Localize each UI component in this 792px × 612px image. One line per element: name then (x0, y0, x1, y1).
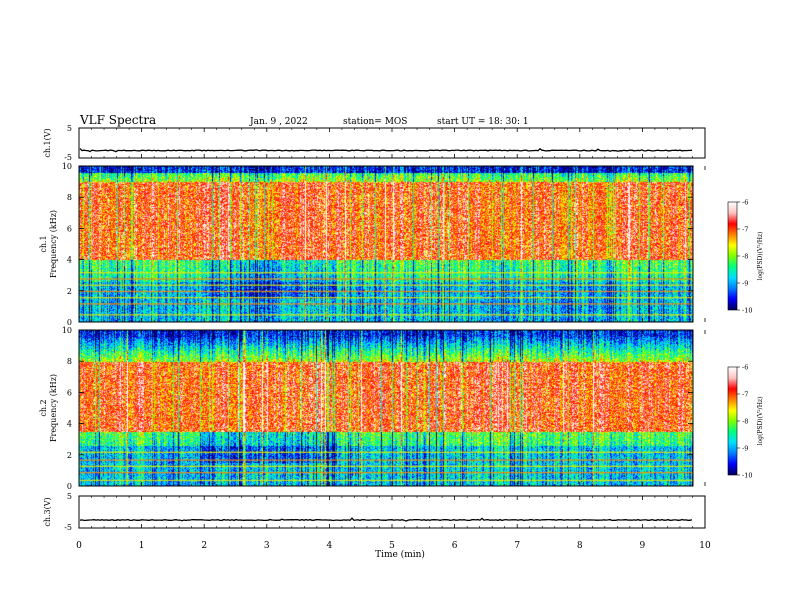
x-tick-label: 0 (76, 541, 82, 551)
ch2-spectrogram-image (79, 330, 693, 486)
x-axis-label: Time (min) (375, 549, 425, 560)
ch1-colorbar-label: log(PSD)(V²/Hz) (757, 232, 764, 281)
ch1-spectrogram-frame (78, 165, 694, 323)
ch3-ytick-top: 5 (67, 492, 72, 501)
ch2-colorbar-ticks: -6 -7 -8 -9 -10 (737, 364, 752, 480)
colorbar-tick-label: -8 (742, 253, 748, 261)
colorbar-tick-label: -9 (742, 445, 748, 453)
ch3-waveform-ylabel: ch.3(V) (43, 497, 52, 526)
y-tick-label: 10 (62, 326, 72, 335)
y-tick-label: 4 (67, 420, 72, 429)
ch1-colorbar-ticks: -6 -7 -8 -9 -10 (737, 199, 752, 315)
ch2-spectrogram-ylabel-1: ch.2 (39, 399, 48, 416)
colorbar-tick-label: -9 (742, 280, 748, 288)
colorbar-tick-label: -6 (742, 199, 748, 207)
ch2-ytick-group: 0 2 4 6 8 10 (62, 326, 693, 491)
x-tick-label: 7 (514, 541, 520, 551)
y-tick-label: 4 (67, 256, 72, 265)
ch2-spectrogram-frame (78, 329, 694, 487)
colorbar-tick-label: -6 (742, 364, 748, 372)
y-tick-label: 6 (67, 388, 72, 397)
ch1-waveform-panel: 5 -5 ch.1(V) (43, 124, 706, 162)
ch1-spectrogram-ylabel-1: ch.1 (39, 235, 48, 252)
x-tick-label: 1 (139, 541, 145, 551)
ch1-ytick-bottom: -5 (64, 153, 72, 162)
x-tick-label: 10 (699, 541, 711, 551)
ch1-waveform-line (79, 147, 693, 153)
y-tick-label: 8 (67, 193, 72, 202)
y-tick-label: 0 (67, 318, 72, 327)
header-date: Jan. 9 , 2022 (249, 117, 308, 127)
y-tick-label: 6 (67, 224, 72, 233)
colorbar-tick-label: -7 (742, 391, 748, 399)
chart-title: VLF Spectra (79, 113, 156, 127)
y-tick-label: 8 (67, 357, 72, 366)
y-tick-label: 0 (67, 482, 72, 491)
x-tick-label: 8 (577, 541, 583, 551)
x-axis: 0 1 2 3 4 5 6 7 8 9 10 (76, 128, 711, 551)
colorbar-tick-label: -8 (742, 418, 748, 426)
colorbar-tick-label: -10 (742, 307, 752, 315)
y-tick-label: 10 (62, 162, 72, 171)
header-station: station= MOS (343, 117, 407, 127)
ch2-spectrogram-panel: 0 2 4 6 8 10 ch.2 Frequency (kHz) (39, 326, 694, 491)
ch1-spectrogram-ylabel-2: Frequency (kHz) (49, 210, 58, 278)
ch1-waveform-ylabel: ch.1(V) (43, 128, 52, 157)
ch3-waveform-line (79, 517, 693, 522)
y-tick-label: 2 (67, 451, 72, 460)
ch1-ytick-top: 5 (67, 124, 72, 133)
x-tick-label: 9 (640, 541, 646, 551)
ch3-waveform-frame (78, 495, 706, 529)
ch1-colorbar: -6 -7 -8 -9 -10 log(PSD)(V²/Hz) (727, 199, 764, 315)
header-start-ut: start UT = 18: 30: 1 (437, 117, 529, 127)
colorbar-tick-label: -7 (742, 226, 748, 234)
y-tick-label: 2 (67, 287, 72, 296)
ch2-colorbar-gradient (728, 367, 737, 475)
ch1-colorbar-gradient (728, 202, 737, 310)
ch3-ytick-bottom: -5 (64, 523, 72, 532)
x-tick-label: 2 (201, 541, 207, 551)
ch1-spectrogram-panel: 0 2 4 6 8 10 ch.1 Frequency (kHz) (39, 162, 694, 327)
ch1-waveform-frame (78, 127, 706, 159)
ch2-colorbar: -6 -7 -8 -9 -10 log(PSD)(V²/Hz) (727, 364, 764, 480)
x-tick-label: 5 (389, 541, 395, 551)
ch1-spectrogram-image (79, 166, 693, 322)
ch2-colorbar-label: log(PSD)(V²/Hz) (757, 397, 764, 446)
x-tick-label: 6 (452, 541, 458, 551)
colorbar-tick-label: -10 (742, 472, 752, 480)
x-tick-label: 3 (264, 541, 270, 551)
ch2-spectrogram-ylabel-2: Frequency (kHz) (49, 374, 58, 442)
x-tick-label: 4 (327, 541, 333, 551)
ch1-ytick-group: 0 2 4 6 8 10 (62, 162, 693, 327)
ch3-waveform-panel: 5 -5 ch.3(V) (43, 492, 706, 532)
